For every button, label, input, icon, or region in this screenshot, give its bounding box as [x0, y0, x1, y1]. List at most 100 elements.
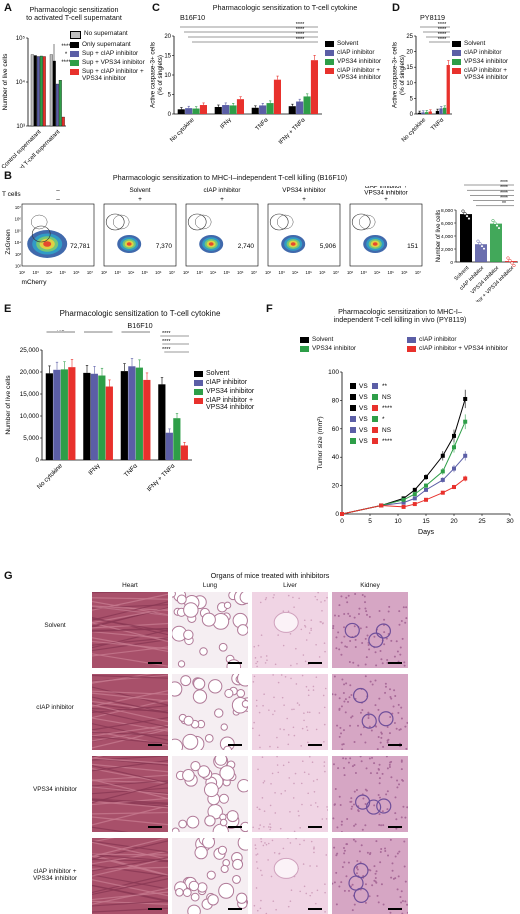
- nucleus: [323, 740, 325, 743]
- significance-label: ****: [500, 185, 508, 191]
- nucleus: [283, 704, 285, 706]
- nucleus: [295, 683, 298, 685]
- nucleus: [363, 595, 366, 598]
- x-tick-label: 10²: [19, 270, 26, 275]
- nucleus: [336, 724, 339, 727]
- bar: [30, 54, 34, 127]
- nucleus: [263, 825, 265, 828]
- nucleus: [353, 790, 356, 793]
- significance-label: **: [502, 201, 506, 207]
- alveolus: [237, 778, 248, 793]
- fiber: [92, 800, 168, 809]
- nucleus: [271, 839, 274, 842]
- alveolus: [172, 827, 180, 832]
- legend-label: Sup + VPS34 inhibitor: [82, 59, 145, 66]
- nucleus: [350, 797, 353, 800]
- nucleus: [349, 724, 352, 727]
- gate-count: 5,906: [320, 243, 337, 250]
- nucleus: [313, 851, 315, 854]
- nucleus: [398, 783, 401, 786]
- y-tick-label: 10²: [15, 264, 22, 269]
- data-point: [401, 504, 406, 509]
- nucleus: [340, 641, 343, 644]
- histology-liver: [252, 592, 328, 668]
- nucleus: [343, 889, 346, 892]
- nucleus: [276, 756, 278, 758]
- fiber: [92, 799, 168, 805]
- nucleus: [343, 613, 346, 616]
- y-tick-label: 4,000: [441, 234, 453, 240]
- fiber: [92, 826, 129, 832]
- nucleus: [352, 838, 355, 841]
- nucleus: [337, 615, 340, 618]
- nucleus: [333, 846, 336, 849]
- bar: [435, 110, 440, 114]
- nucleus: [401, 778, 404, 781]
- swatch: [325, 59, 334, 65]
- legend-item-combo: cIAP inhibitor + VPS34 inhibitor: [407, 345, 510, 352]
- y-tick-label: 0: [335, 511, 339, 518]
- nucleus: [293, 734, 296, 737]
- nucleus: [405, 747, 408, 750]
- nucleus: [384, 847, 387, 850]
- y-axis-label: ZsGreen: [5, 229, 12, 255]
- nucleus: [374, 679, 377, 682]
- nucleus: [298, 597, 300, 600]
- nucleus: [361, 709, 364, 712]
- nucleus: [388, 765, 391, 768]
- nucleus: [378, 697, 381, 700]
- y-axis-label: Active caspase-3+ cells(% of singlets): [150, 42, 164, 108]
- x-tick-label: 10⁴: [46, 270, 53, 275]
- nucleus: [314, 902, 317, 905]
- nucleus: [316, 805, 319, 808]
- fiber: [92, 853, 168, 856]
- nucleus: [294, 772, 297, 775]
- y-tick-label: 100: [328, 369, 339, 376]
- nucleus: [264, 598, 267, 601]
- nucleus: [340, 732, 343, 735]
- vs-swatch: [350, 416, 356, 422]
- nucleus: [253, 645, 256, 648]
- significance-label: ****: [162, 339, 171, 345]
- nucleus: [260, 838, 262, 840]
- bar: [222, 105, 230, 114]
- nucleus: [324, 883, 326, 885]
- data-point: [461, 209, 465, 213]
- nucleus: [288, 777, 291, 779]
- nucleus: [340, 705, 343, 708]
- legend-item-vps34: VPS34 inhibitor: [452, 58, 508, 65]
- data-point: [424, 497, 428, 502]
- nucleus: [343, 683, 346, 686]
- nucleus: [257, 768, 259, 771]
- nucleus: [353, 824, 356, 827]
- legend-label: cIAP inhibitor: [464, 49, 502, 56]
- swatch: [70, 51, 79, 57]
- x-tick-label: 10³: [361, 270, 368, 275]
- nucleus: [335, 854, 338, 857]
- nucleus: [358, 850, 361, 853]
- panel-f-title: Pharmacologic sensitization to MHC-I– in…: [333, 307, 467, 325]
- nucleus: [343, 774, 346, 777]
- nucleus: [387, 610, 390, 613]
- fiber: [92, 884, 168, 902]
- legend-label: Sup + cIAP inhibitor + VPS34 inhibitor: [82, 68, 144, 82]
- nucleus: [364, 675, 367, 678]
- nucleus: [340, 881, 343, 884]
- nucleus: [301, 803, 303, 806]
- nucleus: [351, 765, 354, 768]
- significance-label: NS: [57, 330, 65, 333]
- alveolus: [241, 699, 248, 708]
- bar: [417, 112, 422, 114]
- swatch: [325, 41, 334, 47]
- data-point: [463, 453, 468, 458]
- t-cells-mark: +: [220, 196, 224, 203]
- significance-label: ****: [162, 347, 171, 353]
- nucleus: [324, 911, 326, 913]
- nucleus: [382, 824, 385, 827]
- nucleus: [324, 770, 326, 773]
- nucleus: [268, 709, 270, 711]
- data-point: [497, 226, 501, 230]
- nucleus: [385, 637, 388, 640]
- fiber: [92, 727, 168, 742]
- nucleus: [321, 622, 324, 625]
